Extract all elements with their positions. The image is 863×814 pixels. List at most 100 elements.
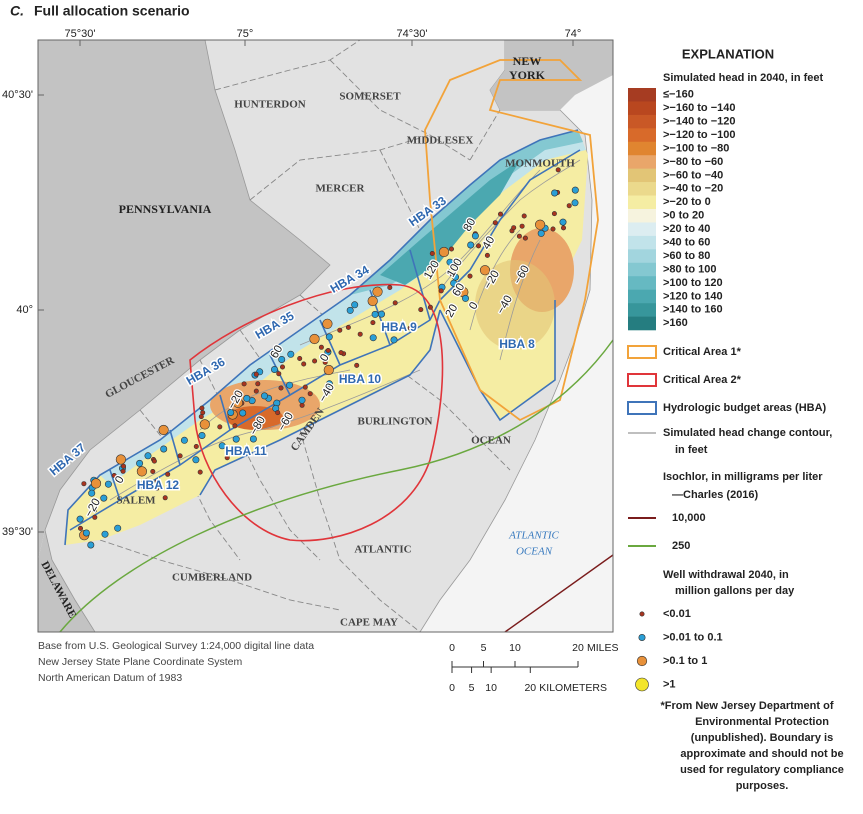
well xyxy=(286,381,294,389)
hba-label: HBA 12 xyxy=(137,478,180,492)
well xyxy=(136,459,144,467)
well xyxy=(224,455,230,461)
wells-label: <0.01 xyxy=(663,608,691,620)
well xyxy=(322,359,328,365)
well xyxy=(322,318,333,329)
well xyxy=(309,333,320,345)
scale-unit: KILOMETERS xyxy=(539,682,607,694)
well xyxy=(239,409,247,417)
well xyxy=(150,468,156,474)
well xyxy=(144,452,152,460)
legend-class-label: >80 to 100 xyxy=(663,263,717,275)
well xyxy=(198,431,206,439)
well xyxy=(446,258,454,266)
well xyxy=(177,453,183,459)
legend-swatch xyxy=(628,222,656,237)
map-frame xyxy=(37,39,614,633)
wells-label: >1 xyxy=(663,678,676,690)
legend-swatch xyxy=(628,195,656,210)
wells-title: million gallons per day xyxy=(675,585,795,597)
well xyxy=(448,246,454,252)
well xyxy=(154,478,160,484)
scale-label: 10 xyxy=(509,642,521,654)
legend-swatch xyxy=(628,276,656,290)
wells-label: >0.1 to 1 xyxy=(663,655,707,667)
legend-swatch xyxy=(628,114,656,129)
county-boundaries xyxy=(99,40,511,632)
well xyxy=(325,380,333,388)
well xyxy=(115,454,126,465)
well xyxy=(151,458,157,464)
well xyxy=(253,371,259,377)
well xyxy=(555,167,561,173)
well xyxy=(193,443,199,449)
well xyxy=(571,186,579,194)
isochlor-10000 xyxy=(504,554,613,632)
legend-swatch xyxy=(628,128,656,143)
well xyxy=(312,358,318,364)
place-label: SALEM xyxy=(116,495,156,507)
well xyxy=(120,468,126,474)
well xyxy=(76,515,84,523)
well xyxy=(165,471,171,477)
delaware xyxy=(38,530,95,632)
well xyxy=(387,284,393,290)
well xyxy=(325,347,331,353)
head-band-dark xyxy=(380,160,520,285)
wells-title: Well withdrawal 2040, in xyxy=(663,569,789,581)
well xyxy=(521,213,527,219)
title: Full allocation scenario xyxy=(34,3,190,19)
well xyxy=(559,218,567,226)
legend-class-label: >−140 to −120 xyxy=(663,116,735,128)
well xyxy=(566,203,572,209)
well xyxy=(278,385,284,391)
well xyxy=(519,223,525,229)
well xyxy=(534,219,546,230)
well xyxy=(180,436,188,444)
wells-label: >0.01 to 0.1 xyxy=(663,631,723,643)
legend-swatch xyxy=(628,101,656,116)
footnote-line: *From New Jersey Department of xyxy=(661,700,834,712)
well xyxy=(346,306,354,314)
well xyxy=(297,355,303,361)
well xyxy=(260,392,268,400)
legend-class-label: >0 to 20 xyxy=(663,210,704,222)
well xyxy=(372,286,383,297)
well xyxy=(522,235,528,241)
legend-class-label: >−120 to −100 xyxy=(663,129,735,141)
footnote-line: used for regulatory compliance xyxy=(680,764,844,776)
place-label: SOMERSET xyxy=(339,91,401,103)
legend-class-label: >20 to 40 xyxy=(663,223,710,235)
well xyxy=(270,365,278,373)
footnote-line: Environmental Protection xyxy=(695,716,829,728)
place-label: BURLINGTON xyxy=(358,416,433,428)
hba-label: HBA 8 xyxy=(499,337,535,351)
well xyxy=(197,469,203,475)
legend-swatch xyxy=(628,209,656,223)
legend-contour-label: Simulated head change contour, xyxy=(663,427,832,439)
legend-swatch xyxy=(628,141,656,156)
critical-area-1 xyxy=(424,59,599,422)
place-label: CAPE MAY xyxy=(340,617,398,629)
well xyxy=(337,327,343,333)
place-label: HUNTERDON xyxy=(234,99,306,111)
legend-class-label: >−20 to 0 xyxy=(663,196,711,208)
legend: EXPLANATION Simulated head in 2040, in fe… xyxy=(627,46,832,692)
well xyxy=(78,525,84,531)
well xyxy=(232,397,243,408)
legend-swatch xyxy=(628,262,656,277)
panel-letter: C. xyxy=(10,3,24,19)
wells-symbol xyxy=(635,677,649,692)
scale-label: 5 xyxy=(481,642,487,654)
well xyxy=(104,480,112,488)
well xyxy=(318,344,324,350)
well xyxy=(136,466,147,477)
longitude-label: 75° xyxy=(237,28,254,40)
well xyxy=(467,273,473,279)
well xyxy=(217,424,223,430)
well xyxy=(279,364,285,370)
well xyxy=(461,294,469,302)
well xyxy=(243,394,251,402)
longitude-label: 75°30' xyxy=(65,28,96,40)
